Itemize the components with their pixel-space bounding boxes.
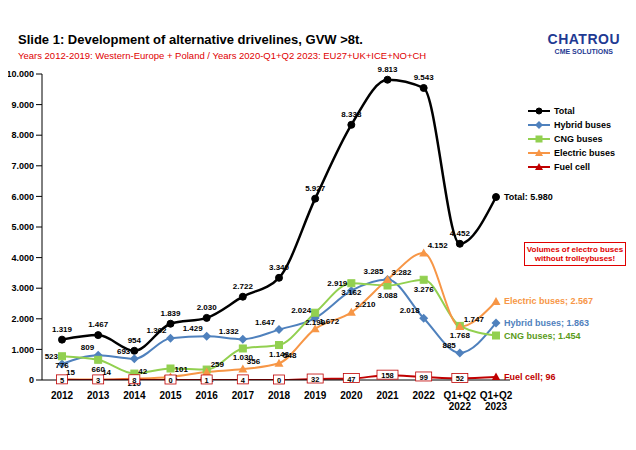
svg-text:3.088: 3.088: [377, 291, 398, 300]
svg-text:10.000: 10.000: [8, 69, 34, 79]
svg-text:1.747: 1.747: [464, 315, 485, 324]
svg-text:9.543: 9.543: [414, 73, 435, 82]
svg-text:1.319: 1.319: [52, 325, 73, 334]
svg-text:3.282: 3.282: [392, 268, 413, 277]
svg-text:5: 5: [60, 376, 64, 385]
svg-text:42: 42: [138, 366, 148, 376]
html-text:Volumes of electro buses witho: Volumes of electro buses without trolley…: [526, 245, 624, 263]
svg-text:3.000: 3.000: [11, 283, 34, 293]
svg-text:2.199: 2.199: [305, 317, 326, 327]
svg-text:3.276: 3.276: [414, 285, 435, 294]
svg-text:7.000: 7.000: [11, 161, 34, 171]
svg-text:52: 52: [456, 374, 464, 383]
svg-text:6.000: 6.000: [11, 192, 34, 202]
svg-text:2022: 2022: [413, 390, 436, 401]
svg-text:1.467: 1.467: [88, 320, 109, 329]
html-text:Fuel cell: Fuel cell: [554, 162, 590, 172]
svg-text:341: 341: [200, 374, 214, 384]
svg-text:1.768: 1.768: [450, 331, 471, 340]
svg-text:5.927: 5.927: [305, 184, 326, 193]
svg-text:1: 1: [205, 376, 209, 385]
svg-text:2.722: 2.722: [233, 282, 254, 291]
svg-text:4.152: 4.152: [428, 241, 449, 250]
svg-text:885: 885: [442, 341, 456, 350]
svg-text:2021: 2021: [376, 390, 399, 401]
svg-text:2013: 2013: [87, 390, 110, 401]
svg-text:32: 32: [311, 375, 319, 384]
svg-text:2015: 2015: [159, 390, 182, 401]
svg-text:2017: 2017: [232, 390, 255, 401]
svg-text:Q1+Q22022: Q1+Q22022: [444, 390, 477, 412]
html-text:CHATROU: CHATROU: [547, 31, 620, 47]
svg-text:1.429: 1.429: [183, 324, 204, 333]
svg-text:2.000: 2.000: [11, 314, 34, 324]
svg-text:158: 158: [381, 371, 394, 380]
svg-text:523: 523: [45, 352, 59, 361]
svg-text:99: 99: [419, 373, 427, 382]
svg-text:4.000: 4.000: [11, 253, 34, 263]
svg-text:15: 15: [66, 367, 75, 377]
svg-text:2.024: 2.024: [291, 306, 312, 315]
html-text:Hybrid buses: Hybrid buses: [554, 120, 611, 130]
svg-text:809: 809: [81, 343, 95, 352]
svg-text:3.285: 3.285: [363, 267, 384, 276]
svg-text:2018: 2018: [268, 390, 291, 401]
svg-text:776: 776: [55, 361, 69, 371]
svg-text:14: 14: [102, 367, 112, 377]
html-text:Years 2012-2019: Western-Europ: Years 2012-2019: Western-Europe + Poland…: [18, 50, 427, 61]
html-text:Slide 1: Development of altern: Slide 1: Development of alternative driv…: [18, 32, 363, 47]
svg-text:9.813: 9.813: [377, 65, 398, 74]
svg-text:356: 356: [247, 357, 261, 366]
svg-text:Fuel cell; 96: Fuel cell; 96: [504, 372, 556, 382]
svg-text:2.919: 2.919: [327, 279, 348, 288]
html-text:Electric buses: Electric buses: [554, 148, 615, 158]
svg-text:8: 8: [132, 376, 136, 385]
svg-text:2014: 2014: [123, 390, 146, 401]
svg-text:3.162: 3.162: [341, 288, 362, 297]
svg-text:1.000: 1.000: [11, 345, 34, 355]
svg-text:2.210: 2.210: [355, 300, 376, 309]
svg-text:2012: 2012: [51, 390, 74, 401]
svg-text:1.143: 1.143: [269, 350, 289, 359]
svg-text:1.647: 1.647: [255, 318, 276, 327]
svg-text:2.030: 2.030: [197, 303, 218, 312]
svg-text:4.452: 4.452: [450, 229, 471, 238]
svg-text:693: 693: [117, 347, 131, 356]
svg-text:8.338: 8.338: [341, 110, 362, 119]
svg-text:3: 3: [96, 376, 100, 385]
svg-text:0: 0: [29, 375, 34, 385]
svg-text:2019: 2019: [304, 390, 327, 401]
html-text:Total: Total: [554, 106, 575, 116]
svg-text:954: 954: [128, 336, 142, 345]
svg-text:2020: 2020: [340, 390, 363, 401]
svg-text:4: 4: [241, 376, 246, 385]
svg-text:1.332: 1.332: [219, 327, 240, 336]
svg-text:5.000: 5.000: [11, 222, 34, 232]
svg-text:1.672: 1.672: [319, 317, 340, 326]
svg-text:1.839: 1.839: [160, 309, 181, 318]
svg-text:101: 101: [175, 365, 189, 374]
svg-text:3.340: 3.340: [269, 263, 290, 272]
svg-text:Hybrid buses; 1.863: Hybrid buses; 1.863: [504, 318, 589, 328]
svg-text:8.000: 8.000: [11, 130, 34, 140]
svg-text:2016: 2016: [196, 390, 219, 401]
svg-text:Q1+Q22023: Q1+Q22023: [480, 390, 513, 412]
html-text:CNG buses: CNG buses: [554, 134, 603, 144]
svg-text:9.000: 9.000: [11, 100, 34, 110]
svg-text:1.362: 1.362: [146, 326, 167, 335]
svg-text:1.030: 1.030: [232, 353, 253, 363]
svg-text:548: 548: [283, 351, 297, 360]
svg-text:660: 660: [91, 364, 105, 374]
svg-text:CNG buses; 1.454: CNG buses; 1.454: [504, 331, 581, 341]
svg-text:0: 0: [168, 376, 172, 385]
svg-text:47: 47: [347, 375, 355, 384]
svg-text:2.018: 2.018: [400, 306, 421, 315]
svg-text:Electric buses; 2.567: Electric buses; 2.567: [504, 296, 593, 306]
html-text:CME SOLUTIONS: CME SOLUTIONS: [554, 48, 613, 55]
svg-text:259: 259: [211, 360, 225, 369]
svg-text:Total: 5.980: Total: 5.980: [504, 192, 553, 202]
svg-text:0: 0: [277, 376, 281, 385]
